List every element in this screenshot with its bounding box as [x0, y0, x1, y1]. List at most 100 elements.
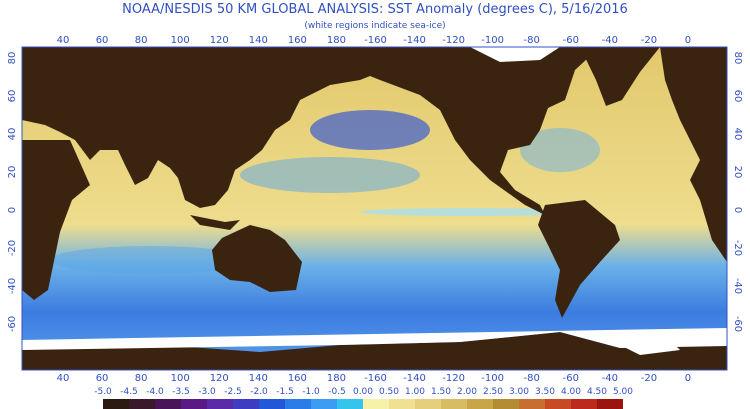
colorbar-label: 5.00: [613, 387, 633, 397]
colorbar-label: -3.0: [198, 387, 216, 397]
longitude-label: 80: [135, 373, 148, 384]
colorbar: -5.0 -4.5 -4.0 -3.5 -3.0 -2.5 -2.0 -1.5 -1.0 -0.5…: [94, 387, 633, 409]
map-title: NOAA/NESDIS 50 KM GLOBAL ANALYSIS: SST A…: [122, 2, 628, 17]
colorbar-label: 2.00: [457, 387, 477, 397]
longitude-label: -60: [563, 373, 579, 384]
latitude-label: 80: [732, 52, 743, 65]
latitude-label: 0: [732, 207, 743, 213]
latitude-label: -60: [7, 316, 18, 332]
colorbar-label: 4.50: [587, 387, 607, 397]
longitude-label: 160: [288, 35, 307, 46]
color-swatch: [337, 399, 363, 409]
longitude-label: 40: [57, 35, 70, 46]
colorbar-label: 1.00: [405, 387, 425, 397]
longitude-label: 80: [135, 35, 148, 46]
colorbar-label: 4.00: [561, 387, 581, 397]
map-area: [22, 47, 727, 370]
longitude-label: 100: [171, 35, 190, 46]
longitude-axis-top: 40 60 80 100 120 140 160 180 -160 -140 -120 -100 -80…: [57, 35, 692, 46]
colorbar-label: 3.50: [535, 387, 555, 397]
longitude-label: 100: [171, 373, 190, 384]
colorbar-label: -1.0: [302, 387, 320, 397]
map-subtitle: (white regions indicate sea-ice): [304, 21, 445, 31]
longitude-label: 60: [96, 373, 109, 384]
longitude-label: 120: [210, 35, 229, 46]
anomaly-region: [520, 128, 600, 172]
colorbar-label: 3.00: [509, 387, 529, 397]
longitude-label: -80: [524, 373, 540, 384]
latitude-label: 40: [7, 128, 18, 141]
land: [22, 47, 727, 370]
color-swatch: [519, 399, 545, 409]
longitude-label: -80: [524, 35, 540, 46]
latitude-label: -40: [7, 278, 18, 294]
latitude-label: -60: [732, 316, 743, 332]
colorbar-label: -2.0: [250, 387, 268, 397]
longitude-label: -160: [364, 373, 387, 384]
map-frame: [21, 46, 728, 371]
color-swatch: [493, 399, 519, 409]
colorbar-label: -4.0: [146, 387, 164, 397]
latitude-label: -20: [7, 240, 18, 256]
color-swatch: [103, 399, 129, 409]
sea-ice: [610, 330, 680, 355]
longitude-label: 60: [96, 35, 109, 46]
longitude-label: -100: [481, 373, 504, 384]
colorbar-label: -5.0: [94, 387, 112, 397]
latitude-label: 20: [732, 166, 743, 179]
color-swatch: [363, 399, 389, 409]
color-swatch: [155, 399, 181, 409]
longitude-label: 180: [327, 35, 346, 46]
color-swatch: [233, 399, 259, 409]
colorbar-label: -3.5: [172, 387, 190, 397]
longitude-label: -140: [403, 373, 426, 384]
latitude-label: 60: [7, 90, 18, 103]
longitude-label: -20: [641, 373, 657, 384]
colorbar-label: -0.5: [328, 387, 346, 397]
longitude-label: -60: [563, 35, 579, 46]
colorbar-label: 2.50: [483, 387, 503, 397]
longitude-label: -120: [442, 35, 465, 46]
longitude-label: -20: [641, 35, 657, 46]
sea-ice: [470, 47, 560, 62]
color-swatch: [259, 399, 285, 409]
sea-ice: [22, 328, 727, 350]
colorbar-label: 0.00: [353, 387, 373, 397]
latitude-label: 80: [7, 52, 18, 65]
anomaly-region: [240, 157, 420, 193]
latitude-axis-left: 80 60 40 20 0 -20 -40 -60: [7, 52, 18, 333]
latitude-label: 0: [7, 207, 18, 213]
longitude-label: -140: [403, 35, 426, 46]
longitude-label: -40: [602, 35, 618, 46]
color-swatch: [415, 399, 441, 409]
longitude-label: 120: [210, 373, 229, 384]
longitude-label: 140: [249, 373, 268, 384]
longitude-label: -160: [364, 35, 387, 46]
longitude-label: 0: [685, 35, 691, 46]
colorbar-label: 1.50: [431, 387, 451, 397]
latitude-label: 40: [732, 128, 743, 141]
latitude-label: -40: [732, 278, 743, 294]
color-swatch: [389, 399, 415, 409]
longitude-label: 160: [288, 373, 307, 384]
latitude-axis-right: 80 60 40 20 0 -20 -40 -60: [732, 52, 743, 333]
color-swatch: [311, 399, 337, 409]
longitude-label: 40: [57, 373, 70, 384]
longitude-label: 180: [327, 373, 346, 384]
color-swatch: [597, 399, 623, 409]
longitude-label: -40: [602, 373, 618, 384]
color-swatch: [441, 399, 467, 409]
color-swatch: [129, 399, 155, 409]
anomaly-region: [310, 110, 430, 150]
color-swatch: [571, 399, 597, 409]
longitude-label: -100: [481, 35, 504, 46]
latitude-label: 20: [7, 166, 18, 179]
color-swatch: [545, 399, 571, 409]
longitude-label: 0: [685, 373, 691, 384]
latitude-label: 60: [732, 90, 743, 103]
color-swatch: [207, 399, 233, 409]
longitude-label: -120: [442, 373, 465, 384]
colorbar-label: -2.5: [224, 387, 242, 397]
color-swatch: [181, 399, 207, 409]
